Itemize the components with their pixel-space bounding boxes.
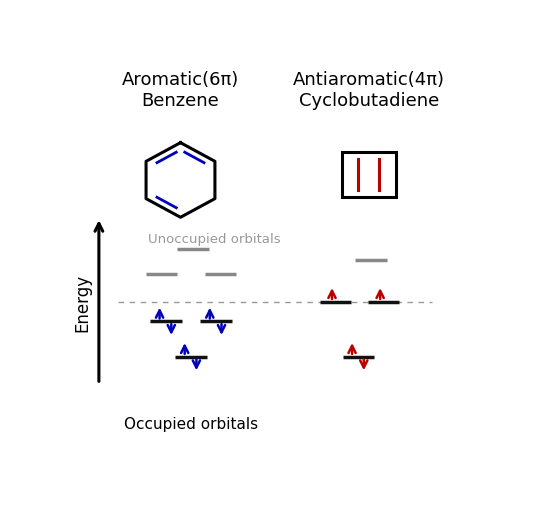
Text: Antiaromatic(4π)
Cyclobutadiene: Antiaromatic(4π) Cyclobutadiene bbox=[293, 71, 445, 109]
Text: Energy: Energy bbox=[73, 273, 91, 331]
Bar bbox=[342, 152, 396, 197]
Text: Aromatic(6π)
Benzene: Aromatic(6π) Benzene bbox=[122, 71, 239, 109]
Text: Occupied orbitals: Occupied orbitals bbox=[124, 416, 258, 431]
Text: Unoccupied orbitals: Unoccupied orbitals bbox=[147, 233, 280, 246]
